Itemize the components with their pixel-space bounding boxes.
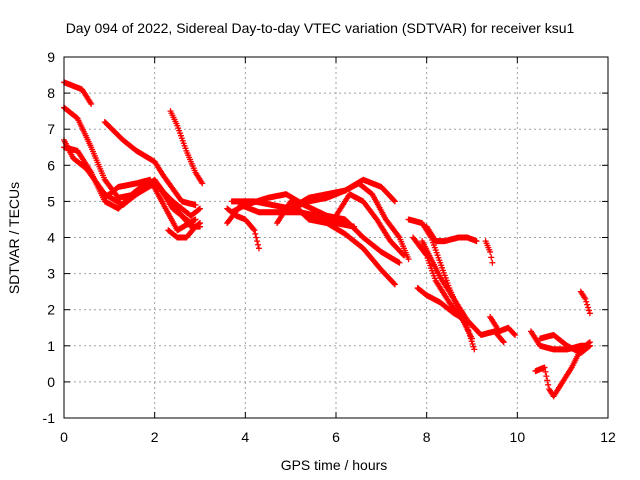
x-axis-tick-labels: 0 2 4 6 8 10 12 <box>60 429 616 445</box>
series-arc-n <box>287 180 412 263</box>
data-point <box>252 230 259 237</box>
x-tick-label: 0 <box>60 429 68 445</box>
data-point <box>543 373 550 380</box>
x-tick-label: 2 <box>151 429 159 445</box>
data-point <box>197 205 203 212</box>
chart-title: Day 094 of 2022, Sidereal Day-to-day VTE… <box>66 20 575 36</box>
series-arc-v <box>487 313 519 338</box>
y-tick-label: 7 <box>47 121 55 137</box>
series-arc-h <box>167 108 206 187</box>
data-point <box>401 252 407 259</box>
x-axis-label: GPS time / hours <box>281 457 388 473</box>
data-point <box>251 227 258 234</box>
data-point <box>391 281 398 288</box>
data-point <box>542 368 549 375</box>
series-arc-u <box>482 238 496 266</box>
y-tick-label: 9 <box>47 49 55 65</box>
x-tick-label: 4 <box>241 429 249 445</box>
data-point <box>395 233 402 240</box>
data-point <box>586 310 593 317</box>
data-point <box>192 202 199 209</box>
data-point <box>500 339 507 346</box>
data-point <box>391 197 398 204</box>
data-point <box>544 377 551 384</box>
data-point <box>254 238 261 245</box>
data-point <box>400 251 407 258</box>
y-tick-label: 2 <box>47 302 55 318</box>
series-arc-z <box>577 288 593 317</box>
y-tick-label: 0 <box>47 374 55 390</box>
data-point <box>470 343 477 350</box>
data-point <box>473 238 480 245</box>
data-point <box>583 298 590 305</box>
data-point <box>405 256 412 263</box>
series-arc-d <box>61 144 194 227</box>
data-point <box>396 259 403 266</box>
y-tick-label: 3 <box>47 266 55 282</box>
data-point <box>255 245 262 252</box>
data-point <box>499 338 506 345</box>
series-arc-l <box>228 191 403 266</box>
y-axis-label: SDTVAR / TECUs <box>6 182 22 294</box>
data-point <box>253 234 260 241</box>
x-tick-label: 12 <box>600 429 616 445</box>
y-tick-label: 4 <box>47 230 55 246</box>
series-arc-s <box>423 223 480 245</box>
data-point <box>585 304 592 311</box>
data-point <box>88 100 95 107</box>
series-arc-o <box>333 191 407 259</box>
data-point <box>582 295 589 302</box>
x-tick-label: 6 <box>332 429 340 445</box>
data-point <box>584 301 591 308</box>
data-point <box>196 206 203 213</box>
y-tick-label: 1 <box>47 338 55 354</box>
data-point <box>196 220 203 227</box>
y-tick-label: -1 <box>43 410 56 426</box>
data-point <box>585 343 592 350</box>
data-points <box>61 79 593 400</box>
axis-ticks <box>63 56 609 419</box>
data-point <box>255 241 262 248</box>
data-point <box>469 335 475 342</box>
y-tick-label: 5 <box>47 193 55 209</box>
data-point <box>487 248 494 255</box>
series-arc-y <box>537 331 593 357</box>
data-point <box>469 340 476 347</box>
y-axis-tick-labels: -1 0 1 2 3 4 5 6 7 8 9 <box>43 49 56 426</box>
data-point <box>488 254 495 261</box>
series-arc-e <box>101 118 199 209</box>
data-point <box>511 330 518 337</box>
data-point <box>489 259 496 266</box>
data-point <box>250 226 257 233</box>
data-point <box>199 180 206 187</box>
data-point <box>197 220 203 227</box>
series-arc-m <box>274 198 398 288</box>
data-point <box>471 346 478 353</box>
y-tick-label: 8 <box>47 85 55 101</box>
grid-lines <box>64 57 608 418</box>
data-point <box>545 381 552 388</box>
data-point <box>541 364 548 371</box>
series-arc-g <box>165 220 203 241</box>
data-point <box>585 307 592 314</box>
data-point <box>192 216 199 223</box>
y-tick-label: 6 <box>47 157 55 173</box>
x-tick-label: 8 <box>423 429 431 445</box>
data-point <box>512 331 519 338</box>
series-arc-t <box>414 285 507 346</box>
series-arc-f <box>101 176 199 234</box>
data-point <box>391 280 398 287</box>
x-tick-label: 10 <box>510 429 526 445</box>
data-point <box>586 342 593 349</box>
data-point <box>391 198 398 205</box>
